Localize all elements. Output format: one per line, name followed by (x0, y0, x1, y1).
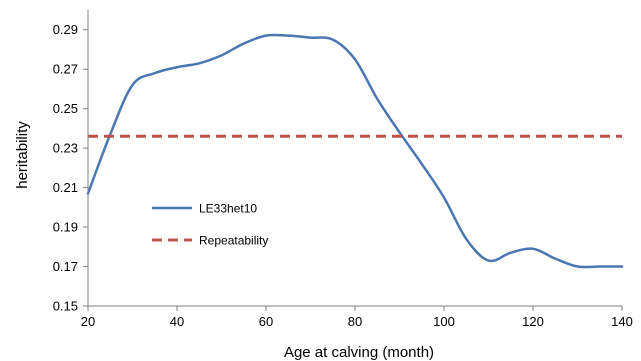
y-tick-label: 0.17 (53, 259, 78, 274)
x-tick-label: 100 (433, 314, 455, 329)
x-tick-label: 40 (170, 314, 184, 329)
series-le33het10-line (86, 33, 624, 269)
x-tick-label: 140 (611, 314, 633, 329)
x-tick-label: 60 (259, 314, 273, 329)
y-tick-label: 0.27 (53, 62, 78, 77)
x-tick-label: 120 (522, 314, 544, 329)
x-axis-title: Age at calving (month) (284, 344, 434, 361)
y-tick-label: 0.25 (53, 101, 78, 116)
x-tick-label: 20 (81, 314, 95, 329)
y-tick-label: 0.15 (53, 299, 78, 314)
x-tick-label: 80 (348, 314, 362, 329)
y-tick-label: 0.29 (53, 22, 78, 37)
y-tick-label: 0.21 (53, 180, 78, 195)
plot-area (86, 33, 624, 269)
legend: LE33het10 Repeatability (152, 202, 268, 248)
y-tick-label: 0.23 (53, 141, 78, 156)
legend-label-le33het10: LE33het10 (199, 202, 257, 216)
legend-label-repeatability: Repeatability (199, 234, 268, 248)
axes: 0.15 0.17 0.19 0.21 0.23 0.25 0.27 0.29 20 40 60 80… (53, 10, 633, 329)
y-axis-title: heritability (14, 121, 31, 189)
y-tick-label: 0.19 (53, 220, 78, 235)
